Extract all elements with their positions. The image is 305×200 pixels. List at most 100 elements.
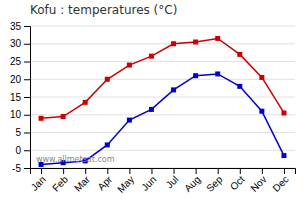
marker [171, 41, 176, 46]
grid-line [30, 97, 295, 98]
line [41, 38, 284, 118]
tick-mark [24, 79, 30, 80]
marker [105, 77, 110, 82]
marker [237, 84, 242, 89]
tick-label: 10 [10, 109, 22, 120]
grid-line [30, 61, 295, 62]
tick: 0 [15, 145, 30, 156]
tick-mark [24, 44, 30, 45]
marker [215, 71, 220, 76]
tick-label: 30 [10, 38, 22, 49]
marker [83, 100, 88, 105]
grid-line [30, 43, 295, 44]
marker [149, 54, 154, 59]
tick-mark [262, 168, 263, 174]
series-area [39, 36, 287, 167]
annotation: www.allmetsat.com [36, 155, 115, 164]
tick: 30 [10, 38, 30, 49]
x-axis: JanFebMarAprMayJunJulAugSepOctNovDec [29, 168, 296, 195]
marker [39, 116, 44, 121]
tick-mark [24, 62, 30, 63]
tick: Nov [248, 168, 268, 194]
tick-mark [41, 168, 42, 174]
tick-label: May [115, 174, 136, 195]
tick-label: Feb [50, 173, 70, 193]
marker [171, 87, 176, 92]
marker [237, 52, 242, 57]
tick-label: Sep [204, 173, 225, 194]
tick-mark [218, 168, 219, 174]
grid-line [30, 132, 295, 133]
tick: Jan [29, 168, 48, 193]
tick: 15 [10, 92, 30, 103]
line [41, 74, 284, 165]
tick-label: 35 [10, 21, 22, 32]
marker [193, 73, 198, 78]
tick-mark [24, 133, 30, 134]
tick-label: Mar [72, 173, 92, 193]
tick-label: 5 [15, 127, 21, 138]
axis-line [31, 169, 296, 175]
marker [149, 107, 154, 112]
grid-line [30, 150, 295, 151]
tick: 10 [10, 109, 30, 120]
axis-line [24, 27, 31, 169]
marker [281, 110, 286, 115]
tick-label: 20 [10, 74, 22, 85]
tick: 35 [10, 21, 30, 32]
grid-line [30, 114, 295, 115]
title: Kofu : temperatures (°C) [30, 3, 177, 17]
tick-mark [85, 168, 86, 174]
tick-mark [24, 97, 30, 98]
tick-label: Jan [29, 174, 48, 193]
tick-mark [129, 168, 130, 174]
tick-label: Dec [270, 174, 290, 194]
tick-mark [284, 168, 285, 174]
tick-mark [174, 168, 175, 174]
grid-line [30, 26, 295, 27]
tick-mark [24, 115, 30, 116]
tick-label: 0 [15, 145, 21, 156]
tick-mark [240, 168, 241, 174]
tick: Dec [270, 168, 290, 194]
tick-mark [24, 26, 30, 27]
marker [127, 118, 132, 123]
tick-label: 15 [10, 92, 22, 103]
tick-label: Aug [182, 174, 202, 194]
tick-mark [63, 168, 64, 174]
tick: Mar [72, 168, 92, 194]
tick-mark [24, 150, 30, 151]
plot: -5 0 5 10 15 20 25 30 35 JanFebMarAprMayJunJulAug… [10, 21, 296, 195]
tick: Apr [95, 168, 114, 192]
marker [193, 39, 198, 44]
tick: -5 [12, 163, 30, 174]
tick: Jun [139, 168, 158, 193]
tick-mark [107, 168, 108, 174]
tick-label: Jun [139, 174, 158, 193]
marker [259, 109, 264, 114]
grid-line [30, 79, 295, 80]
marker [259, 75, 264, 80]
marker [105, 142, 110, 147]
y-axis: -5 0 5 10 15 20 25 30 35 [10, 21, 31, 174]
tick-label: Apr [95, 173, 114, 192]
tick-label: Oct [228, 174, 247, 193]
tick: Aug [182, 168, 202, 194]
chart: -5 0 5 10 15 20 25 30 35 JanFebMarAprMayJunJulAug… [0, 0, 305, 200]
tick: 25 [10, 56, 30, 67]
grid [30, 26, 295, 168]
marker [61, 114, 66, 119]
tick: 5 [15, 127, 30, 138]
tick: 20 [10, 74, 30, 85]
tick-label: 25 [10, 56, 22, 67]
tick-mark [196, 168, 197, 174]
tick-label: -5 [12, 163, 21, 174]
tick: May [115, 168, 136, 195]
marker [215, 36, 220, 41]
tick-mark [151, 168, 152, 174]
marker [281, 153, 286, 158]
tick: Sep [204, 168, 225, 194]
tick: Feb [50, 168, 70, 194]
marker [127, 63, 132, 68]
tick-mark [24, 168, 30, 169]
